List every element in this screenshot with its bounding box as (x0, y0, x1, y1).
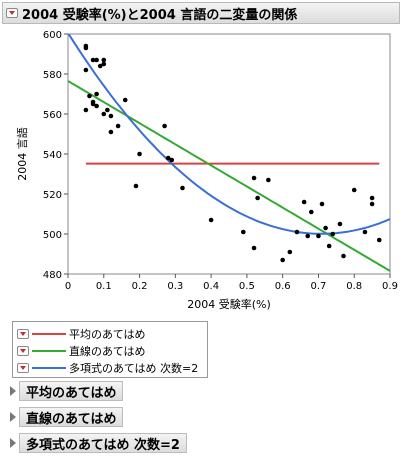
report-header[interactable]: 2004 受験率(%)と2004 言語の二変量の関係 (2, 2, 400, 24)
poly-fit-menu-icon[interactable] (17, 362, 29, 373)
data-point (241, 229, 246, 235)
y-tick-label: 500 (43, 230, 62, 241)
legend-item-linear-fit[interactable]: 直線のあてはめ (13, 342, 207, 359)
x-tick-label: 0.3 (167, 281, 183, 292)
data-point (105, 107, 110, 113)
x-tick-label: 0.9 (382, 281, 398, 292)
data-point (255, 195, 260, 201)
section-linear-fit[interactable]: 直線のあてはめ (10, 406, 124, 428)
data-point (341, 253, 346, 259)
legend-item-mean-fit[interactable]: 平均のあてはめ (13, 325, 207, 342)
legend-label-poly-fit: 多項式のあてはめ 次数=2 (69, 361, 199, 375)
data-point (326, 243, 332, 249)
data-point (94, 103, 99, 109)
section-linear-fit-title[interactable]: 直線のあてはめ (19, 407, 124, 427)
data-point (97, 63, 103, 69)
disclosure-triangle-icon[interactable] (10, 412, 16, 422)
linear-fit-line (68, 80, 390, 272)
x-tick-label: 0.2 (132, 281, 148, 292)
x-tick-label: 0.6 (275, 281, 291, 292)
data-point (251, 245, 257, 251)
section-poly-fit[interactable]: 多項式のあてはめ 次数=2 (10, 432, 187, 454)
data-point (137, 151, 142, 157)
data-point (266, 177, 271, 183)
data-point (83, 107, 89, 113)
data-point (308, 209, 314, 215)
data-point (169, 157, 175, 163)
x-tick-label: 0.5 (239, 281, 255, 292)
data-point (165, 155, 171, 161)
poly-fit-line (68, 34, 390, 235)
data-point (90, 101, 96, 107)
section-poly-fit-title[interactable]: 多項式のあてはめ 次数=2 (19, 433, 187, 453)
report-menu-icon[interactable] (6, 8, 18, 18)
plot-frame (67, 33, 391, 275)
data-point (101, 57, 107, 63)
report-title: 2004 受験率(%)と2004 言語の二変量の関係 (22, 7, 298, 23)
data-point (301, 199, 307, 205)
section-mean-fit-title[interactable]: 平均のあてはめ (19, 381, 124, 401)
disclosure-triangle-icon[interactable] (10, 438, 16, 448)
data-point (287, 249, 293, 255)
x-axis-label: 2004 受験率(%) (187, 297, 271, 311)
data-point (369, 201, 375, 207)
data-point (323, 225, 328, 231)
data-point (305, 233, 311, 239)
section-mean-fit[interactable]: 平均のあてはめ (10, 380, 124, 402)
data-point (330, 231, 336, 237)
legend-item-poly-fit[interactable]: 多項式のあてはめ 次数=2 (13, 359, 207, 376)
mean-fit-swatch (32, 332, 66, 335)
linear-fit-swatch (32, 349, 66, 352)
data-point (316, 233, 321, 239)
y-tick-label: 540 (43, 150, 62, 161)
data-point (376, 237, 382, 243)
data-point (351, 187, 357, 193)
data-point (337, 221, 343, 227)
data-point (280, 257, 285, 263)
bivariate-chart: 0 0.1 0.2 0.3 0.4 0.5 0.6 0.7 0.8 0.9 480 500 520 540… (15, 30, 398, 311)
y-tick-label: 600 (43, 30, 62, 41)
poly-fit-swatch (32, 366, 66, 369)
data-point (94, 91, 99, 97)
data-point (362, 229, 368, 235)
data-point (251, 175, 257, 181)
x-tick-label: 0.8 (346, 281, 362, 292)
legend-label-linear-fit: 直線のあてはめ (69, 344, 146, 358)
y-tick-label: 480 (43, 270, 62, 281)
x-tick-label: 0.1 (96, 281, 112, 292)
data-point (83, 45, 89, 51)
data-point (90, 57, 96, 63)
y-tick-label: 580 (43, 70, 62, 81)
data-point (208, 217, 214, 223)
fit-legend: 平均のあてはめ 直線のあてはめ 多項式のあてはめ 次数=2 (12, 321, 208, 378)
x-tick-label: 0.4 (203, 281, 219, 292)
data-point (133, 183, 139, 189)
disclosure-triangle-icon[interactable] (10, 386, 16, 396)
data-point (87, 93, 92, 99)
data-point (369, 195, 375, 201)
data-point (108, 129, 114, 135)
linear-fit-menu-icon[interactable] (17, 345, 29, 356)
data-point (122, 97, 128, 103)
data-point (319, 201, 325, 207)
y-tick-label: 560 (43, 110, 62, 121)
data-point (294, 229, 300, 235)
y-tick-label: 520 (43, 190, 62, 201)
data-point (101, 111, 107, 117)
data-point (94, 57, 99, 63)
data-point (115, 123, 121, 129)
data-point (162, 123, 167, 129)
x-tick-label: 0 (65, 281, 71, 292)
data-point (101, 61, 107, 67)
legend-label-mean-fit: 平均のあてはめ (69, 327, 146, 341)
mean-fit-menu-icon[interactable] (17, 328, 29, 339)
y-axis-label: 2004 言語 (15, 127, 29, 181)
data-point (108, 113, 114, 119)
data-point (180, 185, 185, 191)
data-point (83, 67, 89, 73)
x-tick-label: 0.7 (310, 281, 326, 292)
